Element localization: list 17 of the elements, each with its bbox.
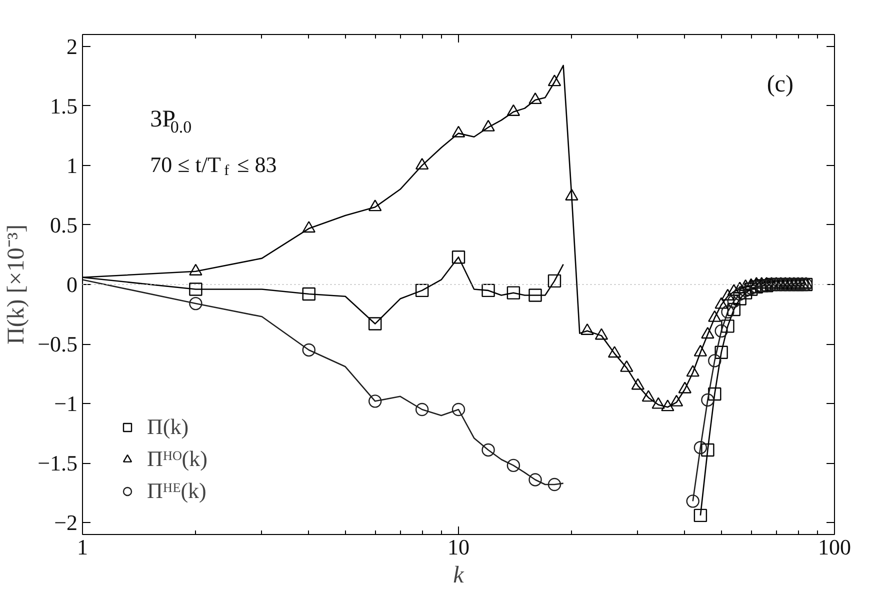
annotation: (c) bbox=[766, 72, 794, 98]
y-axis-title: Π(k) [×10⁻³] bbox=[4, 224, 30, 345]
x-axis-title: k bbox=[453, 562, 464, 588]
y-tick-label: 0 bbox=[66, 272, 78, 297]
y-tick-label: 0.5 bbox=[50, 212, 78, 238]
x-tick-label: 10 bbox=[448, 534, 470, 560]
y-tick-label: 1.5 bbox=[50, 93, 78, 118]
x-tick-label: 100 bbox=[818, 534, 851, 560]
y-tick-label: −1 bbox=[54, 391, 78, 416]
y-tick-label: −2 bbox=[54, 510, 78, 536]
y-tick-label: −0.5 bbox=[38, 332, 78, 357]
legend-label: Πᴴᴱ(k) bbox=[147, 478, 206, 504]
y-tick-label: −1.5 bbox=[38, 450, 78, 476]
y-tick-label: 2 bbox=[66, 34, 78, 59]
y-tick-label: 1 bbox=[66, 152, 78, 178]
legend-label: Π(k) bbox=[147, 414, 189, 440]
legend-label: Πᴴᴼ(k) bbox=[147, 446, 208, 472]
